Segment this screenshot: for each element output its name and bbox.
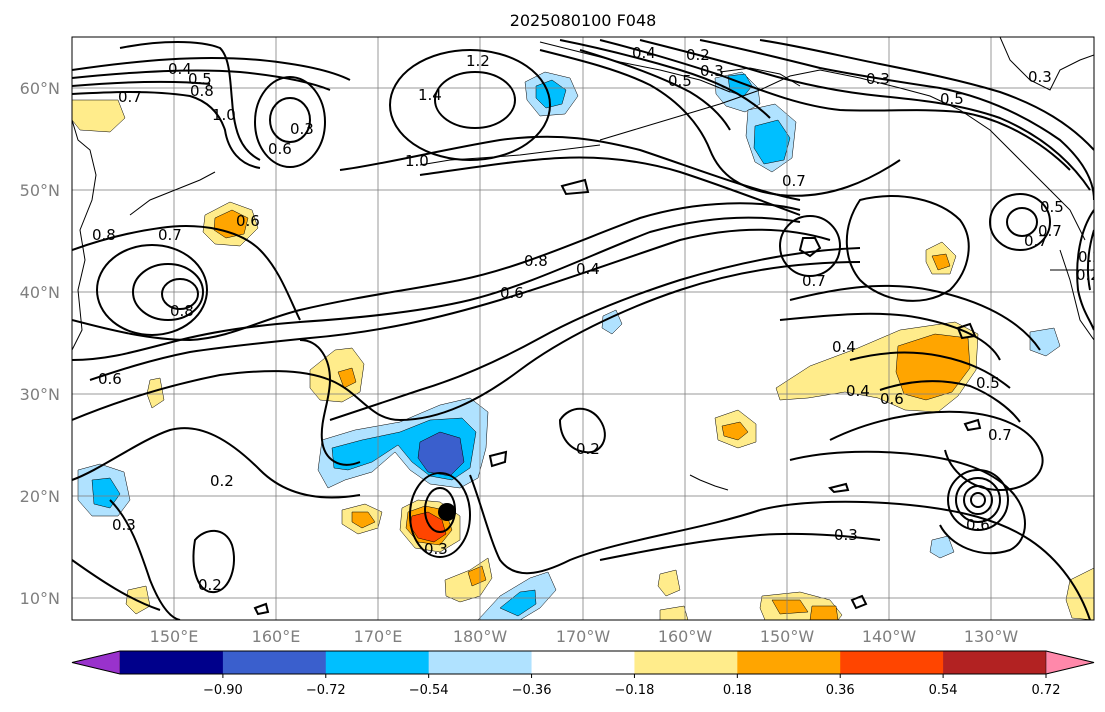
contour-label: 0.8 (170, 302, 194, 320)
contour-label: 0.6 (268, 140, 292, 158)
colorbar-segment (943, 651, 1047, 674)
contour-label: 0.8 (92, 226, 116, 244)
contour-label: 0.3 (290, 120, 314, 138)
contour-label: 0.3 (866, 70, 890, 88)
colorbar-tick-label: 0.72 (1032, 683, 1061, 698)
colorbar-ticks: −0.90 −0.72 −0.54 −0.36 −0.18 0.18 0.36 0.54 0.7… (203, 674, 1061, 698)
contour-label: 0.2 (576, 440, 600, 458)
longitude-labels: 150°E 160°E 170°E 180°W 170°W 160°W 150°… (150, 627, 1019, 646)
contour-label: 0.7 (802, 272, 826, 290)
lat-label: 60°N (20, 79, 60, 98)
colorbar-segment (737, 651, 841, 674)
lon-label: 150°W (760, 627, 815, 646)
lat-label: 20°N (20, 487, 60, 506)
lon-label: 140°W (862, 627, 917, 646)
contour-label: 0.4 (846, 382, 870, 400)
contour-label: 0.7 (1038, 222, 1062, 240)
contour-label: 0.7 (118, 88, 142, 106)
contour-label: 0.4 (632, 44, 656, 62)
colorbar-segment (634, 651, 738, 674)
colorbar-segments (71, 650, 1095, 675)
lat-label: 10°N (20, 589, 60, 608)
lat-label: 40°N (20, 283, 60, 302)
colorbar-segment (325, 651, 430, 674)
contour-label: 1.0 (405, 152, 429, 170)
contour-label: 0.4 (168, 60, 192, 78)
map-area: 0.4 0.5 0.7 0.8 0.3 0.6 1.2 1.4 1.0 0.2 … (72, 37, 1102, 620)
contour-label: 0.3 (834, 526, 858, 544)
map-frame (71, 36, 1095, 621)
lat-label: 30°N (20, 385, 60, 404)
lon-label: 180°W (453, 627, 508, 646)
lon-label: 150°E (150, 627, 199, 646)
colorbar: −0.90 −0.72 −0.54 −0.36 −0.18 0.18 0.36 0.54 0.7… (71, 650, 1095, 698)
contour-label: 0.2 (686, 46, 710, 64)
colorbar-segment (120, 651, 224, 674)
contour-label: 0.8 (524, 252, 548, 270)
contour-labels: 0.4 0.5 0.7 0.8 0.3 0.6 1.2 1.4 1.0 0.2 … (92, 44, 1102, 594)
contour-lines (72, 39, 1094, 620)
contour-label: 0.3 (1028, 68, 1052, 86)
lon-label: 160°E (252, 627, 301, 646)
lon-label: 170°W (556, 627, 611, 646)
colorbar-tick-label: 0.36 (826, 683, 855, 698)
colorbar-tick-label: 0.54 (929, 683, 958, 698)
contour-label: 1.4 (418, 86, 442, 104)
colorbar-tick-label: −0.18 (615, 683, 655, 698)
contour-label: 1.2 (466, 52, 490, 70)
contour-label: 0.7 (988, 426, 1012, 444)
contour-label: 0.4 (832, 338, 856, 356)
contour-label: 0.6 (98, 370, 122, 388)
contour-label: 0.3 (700, 62, 724, 80)
map-title: 2025080100 F048 (510, 11, 657, 30)
colorbar-segment (531, 651, 635, 674)
contour-label: 0.5 (976, 374, 1000, 392)
contour-label: 0.3 (112, 516, 136, 534)
contour-label: 0.6 (236, 212, 260, 230)
contour-label: 0.6 (880, 390, 904, 408)
lon-label: 130°W (964, 627, 1019, 646)
contour-label: 0.7 (1024, 232, 1048, 250)
contour-label: 0.5 (1040, 198, 1064, 216)
colorbar-tick-label: −0.36 (512, 683, 552, 698)
lon-label: 170°E (354, 627, 403, 646)
lat-label: 50°N (20, 181, 60, 200)
colorbar-tick-label: −0.72 (306, 683, 346, 698)
colorbar-segment (840, 651, 944, 674)
contour-label: 0.7 (158, 226, 182, 244)
latitude-labels: 60°N 50°N 40°N 30°N 20°N 10°N (20, 79, 60, 608)
colorbar-segment (428, 651, 533, 674)
colorbar-outline (71, 650, 1095, 675)
contour-label: 1.0 (212, 106, 236, 124)
contour-label: 0.3 (424, 540, 448, 558)
contour-label: 0.6 (966, 516, 990, 534)
colorbar-extension-low (71, 650, 121, 675)
contour-label: 0.2 (210, 472, 234, 490)
colorbar-tick-label: −0.54 (409, 683, 449, 698)
contour-label: 0.6 (500, 284, 524, 302)
contour-label: 0.5 (940, 90, 964, 108)
contour-label: 0.2 (1078, 248, 1102, 266)
colorbar-tick-label: −0.90 (203, 683, 243, 698)
contour-label: 0.7 (782, 172, 806, 190)
contour-label: 0.4 (576, 260, 600, 278)
colorbar-segment (222, 651, 327, 674)
lon-label: 160°W (658, 627, 713, 646)
colorbar-tick-label: 0.18 (723, 683, 752, 698)
contour-label: 0.5 (668, 72, 692, 90)
contour-label: 0.2 (198, 576, 222, 594)
colorbar-extension-high (1045, 650, 1095, 675)
gridlines (72, 37, 1094, 620)
contour-label: 0.2 (1076, 266, 1100, 284)
contour-label: 0.5 (188, 70, 212, 88)
contour-label: 0.8 (190, 82, 214, 100)
